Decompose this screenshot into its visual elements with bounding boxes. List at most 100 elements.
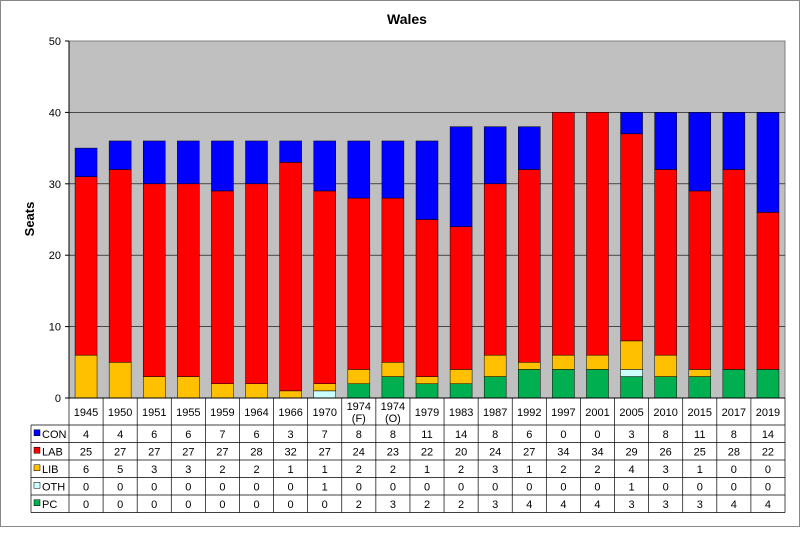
y-axis-label: Seats <box>22 202 37 237</box>
data-label: 3 <box>629 499 635 511</box>
bar-lib <box>177 376 200 399</box>
data-label: 0 <box>424 481 430 493</box>
x-tick-label: 2010 <box>653 407 677 419</box>
data-label: 8 <box>492 429 498 441</box>
data-label: 27 <box>523 446 535 458</box>
data-label: 8 <box>390 429 396 441</box>
data-label: 0 <box>526 481 532 493</box>
bar-lib <box>142 376 166 399</box>
data-label: 4 <box>594 499 600 511</box>
data-label: 2 <box>356 464 362 476</box>
data-label: 0 <box>560 481 566 493</box>
bar-lib <box>279 390 302 399</box>
data-label: 3 <box>697 499 703 511</box>
bar-lib <box>483 354 507 377</box>
data-label: 0 <box>731 481 737 493</box>
bar-con <box>722 112 746 170</box>
data-label: 14 <box>455 429 467 441</box>
data-label: 0 <box>390 481 396 493</box>
data-label: 27 <box>216 446 228 458</box>
bar-lab <box>245 183 268 384</box>
bar-lab <box>518 169 541 363</box>
data-label: 25 <box>694 446 706 458</box>
bar-con <box>177 140 200 185</box>
data-label: 4 <box>629 464 635 476</box>
data-label: 25 <box>80 446 92 458</box>
bar-lib <box>381 362 405 377</box>
bar-lib <box>74 354 98 399</box>
x-tick-label: 1950 <box>108 407 132 419</box>
x-tick-label: 2017 <box>722 407 746 419</box>
bar-lib <box>313 383 336 392</box>
bar-pc <box>449 383 473 399</box>
x-tick-label: 1970 <box>312 407 336 419</box>
data-label: 1 <box>322 481 328 493</box>
data-label: 2 <box>390 464 396 476</box>
data-label: 3 <box>492 464 498 476</box>
x-tick-label: (F) <box>352 413 366 425</box>
x-tick-label: 1974 <box>347 401 371 413</box>
data-label: 1 <box>526 464 532 476</box>
data-label: 0 <box>117 499 123 511</box>
data-label: 0 <box>594 429 600 441</box>
legend-key-lib <box>33 464 41 471</box>
bar-pc <box>381 376 405 399</box>
bar-lab <box>211 190 234 384</box>
legend-label: LIB <box>42 464 59 476</box>
data-label: 1 <box>629 481 635 493</box>
bar-lib <box>518 362 541 370</box>
data-label: 4 <box>117 429 123 441</box>
bar-pc <box>654 376 677 399</box>
data-label: 0 <box>458 481 464 493</box>
data-label: 1 <box>322 464 328 476</box>
bar-oth <box>313 390 336 399</box>
data-label: 6 <box>526 429 532 441</box>
data-label: 6 <box>185 429 191 441</box>
bar-con <box>381 140 405 199</box>
bar-con <box>74 147 98 177</box>
data-label: 2 <box>219 464 225 476</box>
data-label: 7 <box>322 429 328 441</box>
data-label: 0 <box>185 481 191 493</box>
bar-con <box>620 112 643 135</box>
data-label: 22 <box>421 446 433 458</box>
data-label: 4 <box>731 499 737 511</box>
bar-con <box>108 140 132 170</box>
bar-con <box>279 140 302 163</box>
bar-con <box>449 126 473 227</box>
data-label: 0 <box>151 499 157 511</box>
x-tick-label: 1974 <box>381 401 405 413</box>
legend-key-oth <box>33 482 41 489</box>
data-label: 0 <box>83 499 89 511</box>
bar-lab <box>74 176 98 356</box>
bar-lib <box>688 369 712 377</box>
bar-con <box>245 140 268 185</box>
data-label: 0 <box>151 481 157 493</box>
data-label: 0 <box>219 499 225 511</box>
data-label: 2 <box>594 464 600 476</box>
x-tick-label: 1959 <box>210 407 234 419</box>
data-label: 20 <box>455 446 467 458</box>
y-tick-label: 50 <box>49 36 61 48</box>
data-label: 0 <box>731 464 737 476</box>
data-label: 0 <box>765 464 771 476</box>
bar-con <box>654 112 677 170</box>
data-label: 0 <box>288 481 294 493</box>
data-label: 11 <box>694 429 705 441</box>
data-label: 2 <box>458 499 464 511</box>
bar-lab <box>449 226 473 370</box>
bar-pc <box>415 383 439 399</box>
data-label: 3 <box>151 464 157 476</box>
data-label: 32 <box>284 446 296 458</box>
data-label: 28 <box>250 446 262 458</box>
x-tick-label: 1955 <box>176 407 200 419</box>
bar-pc <box>552 369 575 399</box>
data-label: 3 <box>492 499 498 511</box>
bar-con <box>483 126 507 185</box>
data-label: 6 <box>83 464 89 476</box>
x-tick-label: 1983 <box>449 407 473 419</box>
data-label: 0 <box>288 499 294 511</box>
data-label: 27 <box>319 446 331 458</box>
